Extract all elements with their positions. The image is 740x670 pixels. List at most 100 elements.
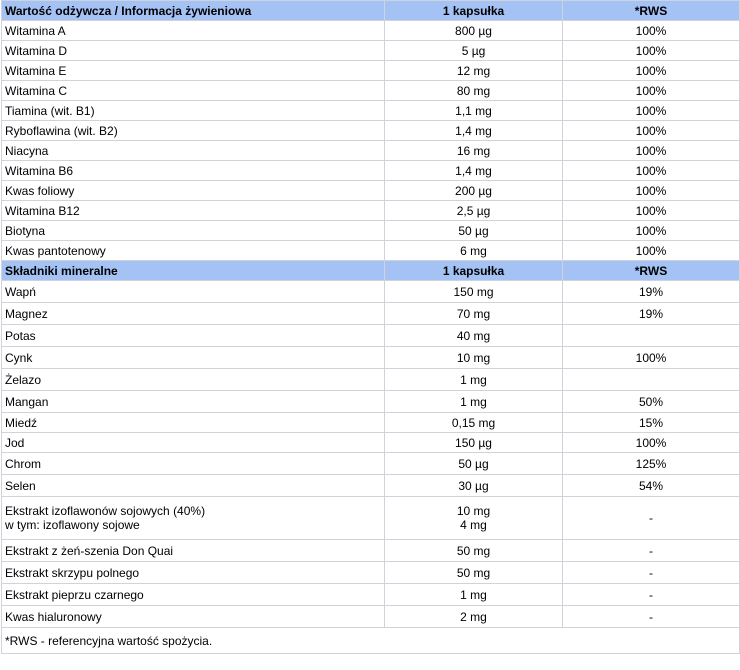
- nutrient-rws: 100%: [562, 432, 740, 453]
- nutrient-name: Selen: [1, 474, 385, 497]
- table-row: Witamina B6 1,4 mg 100%: [1, 160, 740, 181]
- nutrient-rws: -: [562, 561, 740, 584]
- nutrient-name: Mangan: [1, 390, 385, 413]
- nutrient-amount: 40 mg: [384, 324, 563, 347]
- nutrient-name: Ekstrakt z żeń-szenia Don Quai: [1, 539, 385, 562]
- nutrient-amount: 800 µg: [384, 20, 563, 41]
- table-row: Witamina C 80 mg 100%: [1, 80, 740, 101]
- table-row: Kwas foliowy 200 µg 100%: [1, 180, 740, 201]
- nutrient-amount: 1 mg: [384, 390, 563, 413]
- nutrient-amount: 1 mg: [384, 368, 563, 391]
- nutrient-rws: 100%: [562, 240, 740, 261]
- nutrient-amount: 50 mg: [384, 561, 563, 584]
- nutrient-rws: 100%: [562, 80, 740, 101]
- nutrient-rws: 125%: [562, 452, 740, 475]
- nutrient-name: Biotyna: [1, 220, 385, 241]
- nutrient-amount: 30 µg: [384, 474, 563, 497]
- nutrient-amount: 2 mg: [384, 605, 563, 628]
- table-row: Potas 40 mg: [1, 324, 740, 347]
- footnote: *RWS - referencyjna wartość spożycia.: [1, 627, 740, 654]
- table-row: Ryboflawina (wit. B2) 1,4 mg 100%: [1, 120, 740, 141]
- nutrient-name: Ekstrakt izoflawonów sojowych (40%) w ty…: [1, 496, 385, 540]
- nutrient-rws: -: [562, 583, 740, 606]
- nutrient-amount: 10 mg 4 mg: [384, 496, 563, 540]
- nutrient-rws: -: [562, 539, 740, 562]
- table-row: Biotyna 50 µg 100%: [1, 220, 740, 241]
- nutrient-subname-line: w tym: izoflawony sojowe: [5, 518, 140, 532]
- header-rws: *RWS: [562, 0, 740, 21]
- nutrient-name: Chrom: [1, 452, 385, 475]
- nutrient-name: Witamina B12: [1, 200, 385, 221]
- header-amount: 1 kapsułka: [384, 0, 563, 21]
- nutrient-rws: 100%: [562, 346, 740, 369]
- nutrient-name: Żelazo: [1, 368, 385, 391]
- table-row: Magnez 70 mg 19%: [1, 302, 740, 325]
- nutrient-name: Ekstrakt pieprzu czarnego: [1, 583, 385, 606]
- table-row: Jod 150 µg 100%: [1, 432, 740, 453]
- nutrient-name: Potas: [1, 324, 385, 347]
- nutrient-amount: 50 µg: [384, 452, 563, 475]
- nutrient-name: Niacyna: [1, 140, 385, 161]
- nutrient-rws: 100%: [562, 180, 740, 201]
- nutrient-amount-line: 10 mg: [456, 504, 491, 518]
- nutrient-subamount-line: 4 mg: [460, 518, 487, 532]
- footnote-row: *RWS - referencyjna wartość spożycia.: [1, 627, 740, 654]
- nutrient-name: Kwas pantotenowy: [1, 240, 385, 261]
- nutrient-amount: 10 mg: [384, 346, 563, 369]
- minerals-header-row: Składniki mineralne 1 kapsułka *RWS: [1, 260, 740, 281]
- nutrient-amount: 0,15 mg: [384, 412, 563, 433]
- nutrient-amount: 1,1 mg: [384, 100, 563, 121]
- table-row: Witamina B12 2,5 µg 100%: [1, 200, 740, 221]
- nutrient-name: Witamina C: [1, 80, 385, 101]
- nutrient-amount: 5 µg: [384, 40, 563, 61]
- nutrient-name: Ryboflawina (wit. B2): [1, 120, 385, 141]
- table-row: Ekstrakt pieprzu czarnego 1 mg -: [1, 583, 740, 606]
- nutrient-rws: 100%: [562, 160, 740, 181]
- nutrient-rws: 19%: [562, 302, 740, 325]
- nutrient-rws: 100%: [562, 220, 740, 241]
- nutrient-name: Tiamina (wit. B1): [1, 100, 385, 121]
- nutrient-amount: 150 mg: [384, 280, 563, 303]
- nutrient-rws: -: [562, 496, 740, 540]
- nutrient-name: Witamina B6: [1, 160, 385, 181]
- nutrient-amount: 1 mg: [384, 583, 563, 606]
- header-name: Składniki mineralne: [1, 260, 385, 281]
- table-row: Selen 30 µg 54%: [1, 474, 740, 497]
- nutrient-amount: 6 mg: [384, 240, 563, 261]
- vitamins-header-row: Wartość odżywcza / Informacja żywieniowa…: [1, 0, 740, 21]
- table-row: Kwas pantotenowy 6 mg 100%: [1, 240, 740, 261]
- table-row: Ekstrakt z żeń-szenia Don Quai 50 mg -: [1, 539, 740, 562]
- table-row: Ekstrakt skrzypu polnego 50 mg -: [1, 561, 740, 584]
- nutrient-name: Jod: [1, 432, 385, 453]
- table-row: Witamina E 12 mg 100%: [1, 60, 740, 81]
- table-row: Tiamina (wit. B1) 1,1 mg 100%: [1, 100, 740, 121]
- nutrient-name: Ekstrakt skrzypu polnego: [1, 561, 385, 584]
- nutrient-rws: [562, 324, 740, 347]
- nutrient-name-line: Ekstrakt izoflawonów sojowych (40%): [5, 504, 206, 518]
- nutrient-name: Witamina D: [1, 40, 385, 61]
- table-row: Żelazo 1 mg: [1, 368, 740, 391]
- header-amount: 1 kapsułka: [384, 260, 563, 281]
- nutrient-amount: 50 µg: [384, 220, 563, 241]
- nutrient-amount: 2,5 µg: [384, 200, 563, 221]
- header-name: Wartość odżywcza / Informacja żywieniowa: [1, 0, 385, 21]
- nutrient-rws: 100%: [562, 60, 740, 81]
- table-row: Chrom 50 µg 125%: [1, 452, 740, 475]
- nutrient-rws: 100%: [562, 20, 740, 41]
- nutrient-rws: -: [562, 605, 740, 628]
- header-rws: *RWS: [562, 260, 740, 281]
- nutrient-rws: 100%: [562, 100, 740, 121]
- nutrient-name: Cynk: [1, 346, 385, 369]
- nutrient-amount: 1,4 mg: [384, 120, 563, 141]
- table-row: Wapń 150 mg 19%: [1, 280, 740, 303]
- table-row: Witamina A 800 µg 100%: [1, 20, 740, 41]
- nutrient-rws: 19%: [562, 280, 740, 303]
- table-row: Miedź 0,15 mg 15%: [1, 412, 740, 433]
- nutrient-rws: 100%: [562, 40, 740, 61]
- nutrient-name: Witamina E: [1, 60, 385, 81]
- nutrient-name: Wapń: [1, 280, 385, 303]
- nutrient-name: Witamina A: [1, 20, 385, 41]
- nutrient-rws: 15%: [562, 412, 740, 433]
- nutrient-amount: 16 mg: [384, 140, 563, 161]
